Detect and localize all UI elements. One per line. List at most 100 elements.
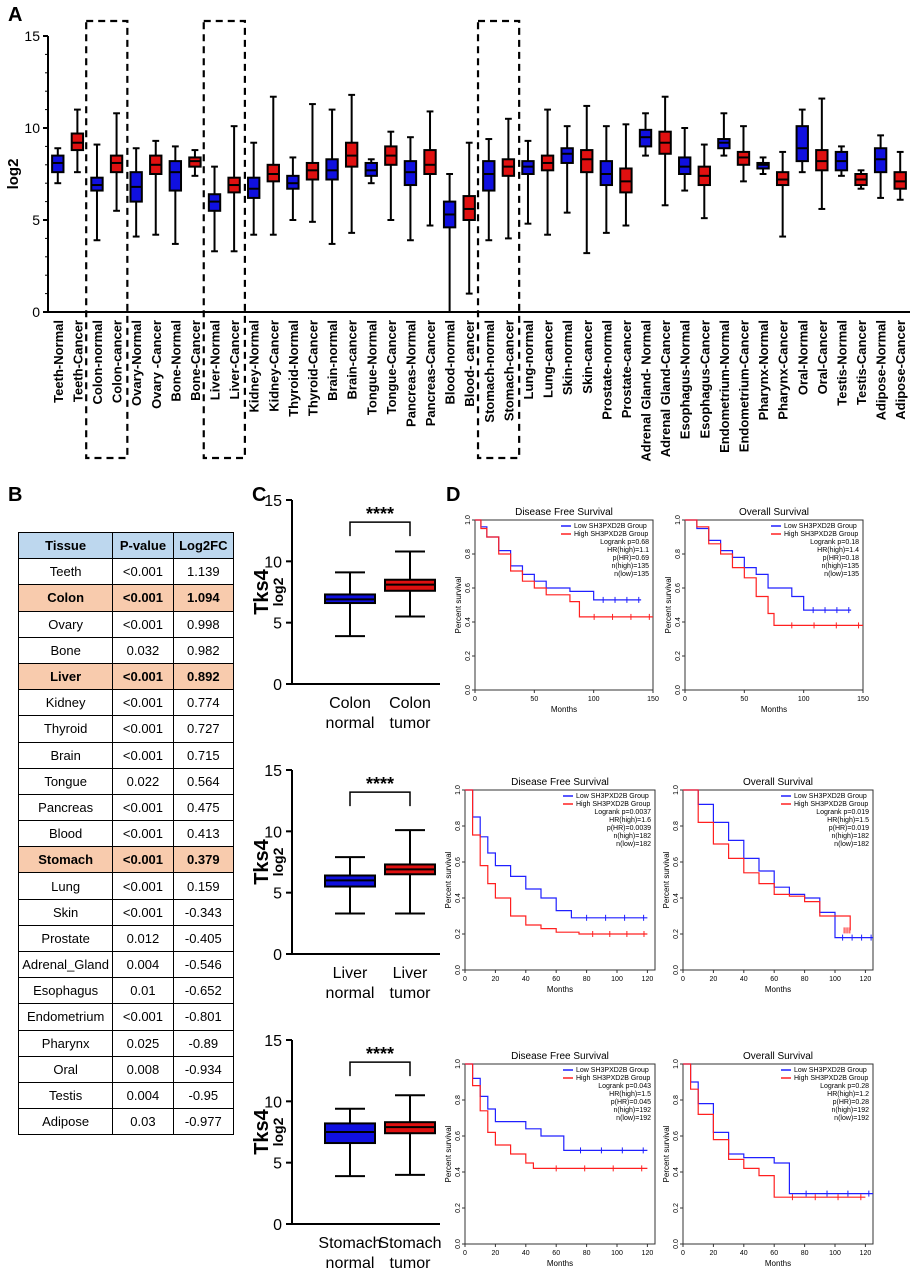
panel-d-y-tick-label: 0.6 (673, 857, 680, 867)
panel-d-y-tick-label: 0.0 (465, 685, 472, 695)
table-row: Oral 0.008 -0.934 (17, 1055, 235, 1083)
panel-d-legend-high: High SH3PXD2B Group (784, 531, 858, 538)
panel-d-x-tick-label: 80 (583, 1250, 591, 1257)
panel-a-highlight-frame (202, 19, 246, 460)
panel-d-y-label: Percent survival (454, 576, 463, 633)
panel-a-y-tick-label: 0 (32, 304, 40, 320)
panel-d-x-tick-label: 40 (522, 976, 530, 983)
table-row: Tongue 0.022 0.564 (17, 767, 235, 795)
panel-d-x-tick-label: 80 (583, 976, 591, 983)
panel-d-y-tick-label: 0.2 (455, 1203, 462, 1213)
header-p-value: P-value (112, 531, 174, 560)
cell-p-value: <0.001 (112, 872, 174, 900)
panel-d-y-tick-label: 0.4 (465, 617, 472, 627)
cell-p-value: 0.01 (112, 977, 174, 1005)
table-row: Ovary <0.001 0.998 (17, 610, 235, 638)
panel-a-x-tick-label: Prostate-normal (599, 320, 614, 420)
table-row: Skin <0.001 -0.343 (17, 898, 235, 926)
panel-c-signif-bracket (349, 791, 411, 807)
panel-a-x-tick-label: Kidney-Cancer (266, 320, 281, 412)
panel-d-y-tick-label: 0.4 (675, 617, 682, 627)
panel-d-x-tick-label: 120 (860, 976, 872, 983)
panel-d-stat: n(high)=192 (613, 1107, 651, 1114)
table-row: Endometrium <0.001 -0.801 (17, 1003, 235, 1031)
panel-d-y-tick-label: 1.0 (675, 515, 682, 525)
table-row: Thyroid <0.001 0.727 (17, 715, 235, 743)
panel-d-stat: p(HR)=0.019 (829, 825, 869, 832)
panel-d-stat: n(high)=182 (613, 833, 651, 840)
panel-d-stat: HR(high)=1.1 (607, 547, 649, 554)
panel-d-y-tick-label: 0.6 (465, 583, 472, 593)
panel-c-x-label: Stomach (378, 1235, 441, 1252)
panel-d-stat: n(low)=182 (834, 841, 869, 848)
panel-a-x-tick-label: Skin-cancer (580, 320, 595, 394)
panel-d-plot-frame (684, 519, 864, 691)
cell-log2fc: -0.977 (172, 1108, 235, 1136)
panel-d-legend-low: Low SH3PXD2B Group (794, 793, 867, 800)
cell-log2fc: 0.564 (172, 767, 235, 795)
panel-d-stat: Logrank p=0.019 (816, 809, 869, 816)
cell-p-value: <0.001 (112, 584, 174, 612)
panel-a-x-tick-label: Pharynx-Cancer (776, 320, 791, 420)
panel-a-x-tick-label: Lung-cancer (541, 320, 556, 398)
panel-d-plot-frame (464, 1063, 656, 1245)
panel-d-stat: HR(high)=1.5 (609, 1091, 651, 1098)
panel-d-y-tick-label: 0.4 (455, 893, 462, 903)
panel-a-x-tick-label: Adipose-Normal (874, 320, 889, 420)
panel-d-stat: HR(high)=1.6 (609, 817, 651, 824)
panel-d-plot-frame (682, 789, 874, 971)
panel-d-y-tick-label: 0.2 (675, 651, 682, 661)
panel-a-box (580, 149, 594, 174)
panel-d-y-tick-label: 0.4 (673, 893, 680, 903)
panel-d-x-tick-label: 0 (463, 976, 467, 983)
panel-d-title: Overall Survival (743, 1051, 813, 1062)
cell-tissue: Brain (17, 741, 114, 769)
panel-d-y-label: Percent survival (444, 851, 453, 908)
cell-log2fc: 0.892 (172, 662, 235, 691)
panel-d-legend-low: Low SH3PXD2B Group (576, 793, 649, 800)
panel-c-signif-label: **** (366, 1044, 394, 1064)
panel-a-x-tick-label: Colon-cancer (110, 320, 125, 403)
panel-d-y-tick-label: 0.8 (465, 549, 472, 559)
panel-d-curve-low (465, 789, 648, 919)
cell-p-value: 0.008 (112, 1055, 174, 1083)
panel-d-x-tick-label: 20 (492, 976, 500, 983)
panel-d-plot-frame (474, 519, 654, 691)
panel-c-y-tick-label: 0 (273, 1217, 282, 1234)
cell-p-value: <0.001 (112, 820, 174, 848)
panel-d-stat: Logrank p=0.043 (598, 1083, 651, 1090)
cell-tissue: Oral (17, 1055, 114, 1083)
panel-d-curve-high (475, 519, 653, 618)
panel-a-x-tick-label: Liver-Normal (208, 320, 223, 400)
panel-c-signif-label: **** (366, 504, 394, 524)
panel-c-y-tick-label: 15 (264, 1033, 282, 1050)
panel-a-x-tick-label: Esophagus-Normal (678, 320, 693, 439)
panel-d-x-tick-label: 120 (642, 976, 654, 983)
panel-d-legend-high: High SH3PXD2B Group (576, 1075, 650, 1082)
panel-a-x-tick-label: Thyroid-Normal (286, 320, 301, 417)
table-row: Stomach <0.001 0.379 (17, 846, 235, 874)
panel-d-y-tick-label: 0.8 (673, 821, 680, 831)
panel-d-legend-high: High SH3PXD2B Group (794, 1075, 868, 1082)
panel-d-y-tick-label: 0.6 (673, 1131, 680, 1141)
panel-d-stat: p(HR)=0.69 (613, 555, 649, 562)
panel-a-x-tick-label: Lung-normal (521, 320, 536, 399)
panel-d-x-tick-label: 150 (857, 696, 869, 703)
cell-log2fc: -0.89 (172, 1029, 235, 1057)
panel-c-x-label: normal (326, 985, 375, 1002)
panel-d-curve-high (685, 519, 863, 626)
panel-a-highlight-frame (85, 19, 129, 460)
panel-d-curve-low (465, 1063, 648, 1151)
panel-d-y-label: Percent survival (662, 1125, 671, 1182)
panel-a-x-tick-label: Ovary -Cancer (149, 320, 164, 409)
panel-d-y-tick-label: 0.8 (673, 1095, 680, 1105)
panel-d-y-tick-label: 0.2 (465, 651, 472, 661)
panel-a-x-tick-label: Tongue-Normal (364, 320, 379, 415)
panel-a-x-tick-label: Teeth-Normal (51, 320, 66, 403)
cell-tissue: Tongue (17, 767, 114, 795)
panel-d-stat: HR(high)=1.5 (827, 817, 869, 824)
panel-c-y-label-gene: Tks4 (251, 568, 273, 614)
panel-d-y-tick-label: 0.6 (455, 1131, 462, 1141)
panel-d-title: Disease Free Survival (511, 1051, 609, 1062)
panel-d-y-label: Percent survival (444, 1125, 453, 1182)
